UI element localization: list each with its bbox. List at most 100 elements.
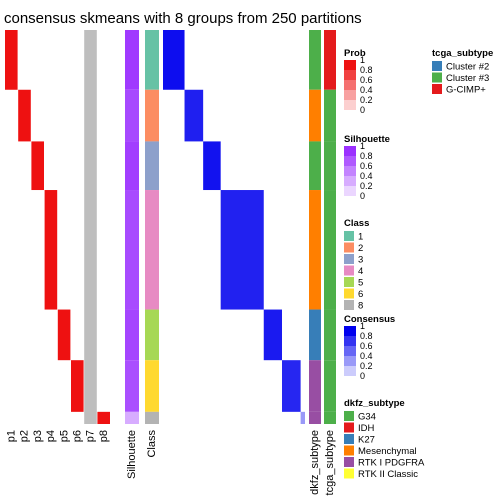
legend-title-silhouette: Silhouette [344, 134, 390, 145]
tcga-subtype-cell-class-5 [324, 309, 336, 361]
legend-label-tcga-subtype-Cluster #2: Cluster #2 [446, 62, 489, 73]
prob-cell-p1-class-1 [5, 30, 18, 90]
column-label-dkfz-subtype: dkfz_subtype [309, 430, 321, 495]
prob-column-p2 [18, 30, 31, 424]
legend-swatch-class-2 [344, 242, 354, 253]
dkfz-subtype-cell-class-3 [309, 141, 321, 191]
dkfz-subtype-cell-class-1 [309, 30, 321, 90]
legend-label-class-4: 4 [358, 266, 363, 277]
legend-label-dkfz-subtype-RTK I PDGFRA: RTK I PDGFRA [358, 458, 425, 469]
legend-swatch-dkfz-subtype-RTK II Classic [344, 468, 354, 479]
legend-tick-prob-0: 0 [360, 105, 365, 115]
legend-swatch-dkfz-subtype-G34 [344, 411, 354, 421]
tcga-subtype-cell-class-8 [324, 411, 336, 424]
legend-tick-prob-1: 1 [360, 55, 365, 65]
legend-title-dkfz-subtype: dkfz_subtype [344, 398, 405, 409]
legend-title-tcga-subtype: tcga_subtype [432, 48, 493, 59]
legend-swatch-silhouette-0.6 [344, 166, 356, 176]
legend-swatch-prob-0.2 [344, 100, 356, 110]
silhouette-cell-class-1 [125, 30, 139, 90]
legend-tick-silhouette-0.2: 0.2 [360, 181, 373, 191]
legend-swatch-class-1 [344, 231, 354, 241]
legend-tick-consensus-0.4: 0.4 [360, 351, 373, 361]
legend-swatch-silhouette-0.8 [344, 156, 356, 166]
dkfz-subtype-cell-class-6 [309, 360, 321, 412]
legend-tick-consensus-0.2: 0.2 [360, 361, 373, 371]
legend-tick-prob-0.2: 0.2 [360, 95, 373, 105]
legend-title-prob: Prob [344, 48, 366, 59]
legend-label-tcga-subtype-Cluster #3: Cluster #3 [446, 73, 489, 84]
legend-label-class-6: 6 [358, 289, 363, 300]
prob-cell-p4-class-4 [44, 190, 58, 310]
class-cell-4 [145, 190, 159, 310]
consensus-block-class-2 [184, 89, 204, 142]
chart-title: consensus skmeans with 8 groups from 250… [4, 10, 362, 27]
prob-cell-p5-class-5 [57, 309, 71, 361]
consensus-block-class-3 [203, 141, 221, 191]
column-label-class: Class [146, 430, 158, 458]
legend-swatch-tcga-subtype-G-CIMP+ [432, 84, 442, 94]
legend-tick-consensus-0: 0 [360, 371, 365, 381]
prob-cell-p8-class-8 [97, 411, 110, 424]
prob-column-p1 [5, 30, 18, 424]
column-label-p1: p1 [6, 430, 18, 442]
consensus-block-class-4 [220, 190, 264, 310]
legend-swatch-dkfz-subtype-K27 [344, 434, 354, 444]
prob-cell-p2-class-2 [18, 89, 31, 142]
legend-swatch-dkfz-subtype-IDH [344, 422, 354, 433]
legend-tick-silhouette-0.8: 0.8 [360, 151, 373, 161]
tcga-subtype-cell-class-4 [324, 190, 336, 310]
column-label-silhouette: Silhouette [126, 430, 138, 479]
legend-swatch-consensus-1 [344, 326, 356, 336]
prob-column-p5 [57, 30, 71, 424]
legend-swatch-class-8 [344, 300, 354, 310]
legend-swatch-dkfz-subtype-Mesenchymal [344, 445, 354, 456]
silhouette-cell-class-2 [125, 89, 139, 142]
legend-tick-consensus-1: 1 [360, 321, 365, 331]
tcga-subtype-cell-class-6 [324, 360, 336, 412]
legend-swatch-class-4 [344, 265, 354, 276]
legend-tick-consensus-0.6: 0.6 [360, 341, 373, 351]
legend-swatch-class-5 [344, 277, 354, 287]
legend-swatch-class-6 [344, 288, 354, 299]
prob-column-p7 [84, 30, 97, 424]
legend-tick-silhouette-1: 1 [360, 141, 365, 151]
dkfz-subtype-cell-class-4 [309, 190, 321, 310]
class-cell-6 [145, 360, 159, 412]
column-labels: p1 p2 p3 p4 p5 p6 p7 p8 Silhouette Class dkfz_subt… [6, 430, 336, 496]
prob-cell-p6-class-6 [71, 360, 84, 412]
legend-title-class: Class [344, 218, 369, 229]
probability-columns [5, 30, 110, 424]
column-label-tcga-subtype: tcga_subtype [324, 430, 336, 495]
legend-swatch-tcga-subtype-Cluster #2 [432, 61, 442, 71]
column-label-p2: p2 [19, 430, 31, 442]
consensus-block-class-8 [300, 411, 305, 424]
legend-swatch-consensus-0.2 [344, 366, 356, 376]
legend-tick-silhouette-0.6: 0.6 [360, 161, 373, 171]
tcga-subtype-cell-class-3 [324, 141, 336, 191]
legend-swatch-prob-0.8 [344, 70, 356, 80]
prob-column-p6 [71, 30, 84, 424]
column-label-p8: p8 [98, 430, 110, 442]
legend-tick-prob-0.8: 0.8 [360, 65, 373, 75]
class-cell-8 [145, 411, 159, 424]
silhouette-column [125, 30, 139, 424]
legend-swatch-silhouette-0.2 [344, 186, 356, 196]
legend-swatch-silhouette-0.4 [344, 176, 356, 186]
column-label-p3: p3 [32, 430, 44, 442]
column-label-p7: p7 [85, 430, 97, 442]
legend-title-consensus: Consensus [344, 314, 395, 325]
legend-swatch-consensus-0.6 [344, 346, 356, 356]
legend-label-dkfz-subtype-Mesenchymal: Mesenchymal [358, 446, 417, 457]
silhouette-cell-class-5 [125, 309, 139, 361]
legend-swatch-silhouette-0 [344, 196, 356, 206]
legend-tick-silhouette-0: 0 [360, 191, 365, 201]
legend-swatch-dkfz-subtype-RTK I PDGFRA [344, 457, 354, 467]
legend-swatch-silhouette-1 [344, 146, 356, 156]
tcga-subtype-cell-class-2 [324, 89, 336, 142]
legend-label-dkfz-subtype-IDH: IDH [358, 423, 375, 434]
silhouette-cell-class-4 [125, 190, 139, 310]
legend-label-tcga-subtype-G-CIMP+: G-CIMP+ [446, 85, 486, 96]
class-cell-5 [145, 309, 159, 361]
